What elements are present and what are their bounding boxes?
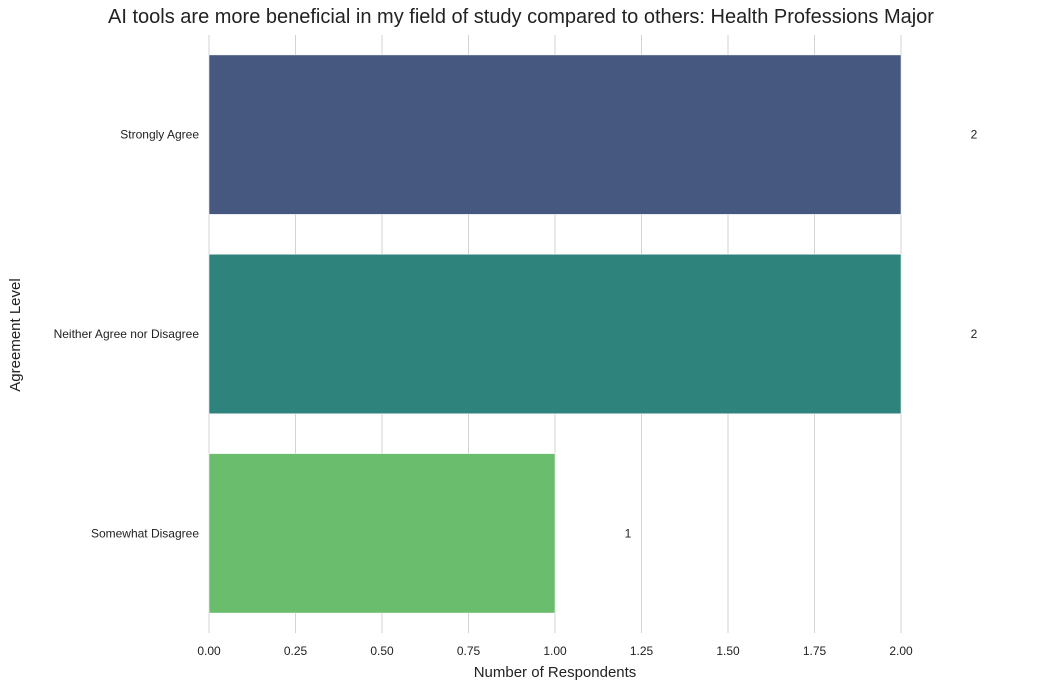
y-axis-title: Agreement Level <box>7 278 24 391</box>
bar-value-label: 2 <box>971 128 978 142</box>
y-tick-label: Strongly Agree <box>120 128 199 142</box>
x-tick-label: 0.00 <box>197 644 221 658</box>
bar-value-label: 2 <box>971 327 978 341</box>
bar-value-label: 1 <box>625 526 632 540</box>
x-tick-label: 1.25 <box>630 644 654 658</box>
data-labels: 2 2 1 <box>625 128 978 541</box>
y-tick-label: Somewhat Disagree <box>91 526 199 540</box>
x-tick-label: 0.25 <box>284 644 308 658</box>
x-tick-label: 1.75 <box>803 644 827 658</box>
x-axis-title: Number of Respondents <box>474 664 637 681</box>
chart-title: AI tools are more beneficial in my field… <box>108 6 934 28</box>
bars <box>208 54 902 614</box>
bar <box>208 54 902 215</box>
y-axis-ticks: Strongly Agree Neither Agree nor Disagree… <box>54 128 200 541</box>
y-tick-label: Neither Agree nor Disagree <box>54 327 200 341</box>
x-tick-label: 2.00 <box>889 644 913 658</box>
x-axis-ticks: 0.00 0.25 0.50 0.75 1.00 1.25 1.50 1.75 2.00 <box>197 644 913 658</box>
bar <box>208 453 556 614</box>
x-tick-label: 0.50 <box>370 644 394 658</box>
x-tick-label: 1.50 <box>716 644 740 658</box>
x-tick-label: 0.75 <box>457 644 481 658</box>
bar <box>208 254 902 414</box>
x-tick-label: 1.00 <box>543 644 567 658</box>
